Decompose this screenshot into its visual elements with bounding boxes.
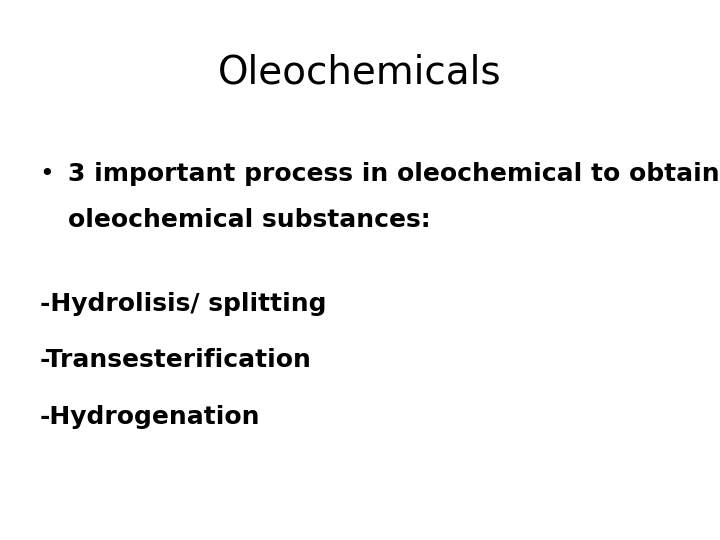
Text: -Hydrolisis/ splitting: -Hydrolisis/ splitting (40, 292, 326, 315)
Text: -Transesterification: -Transesterification (40, 348, 312, 372)
Text: •: • (40, 162, 54, 186)
Text: -Hydrogenation: -Hydrogenation (40, 405, 260, 429)
Text: oleochemical substances:: oleochemical substances: (68, 208, 431, 232)
Text: Oleochemicals: Oleochemicals (218, 54, 502, 92)
Text: 3 important process in oleochemical to obtain: 3 important process in oleochemical to o… (68, 162, 720, 186)
